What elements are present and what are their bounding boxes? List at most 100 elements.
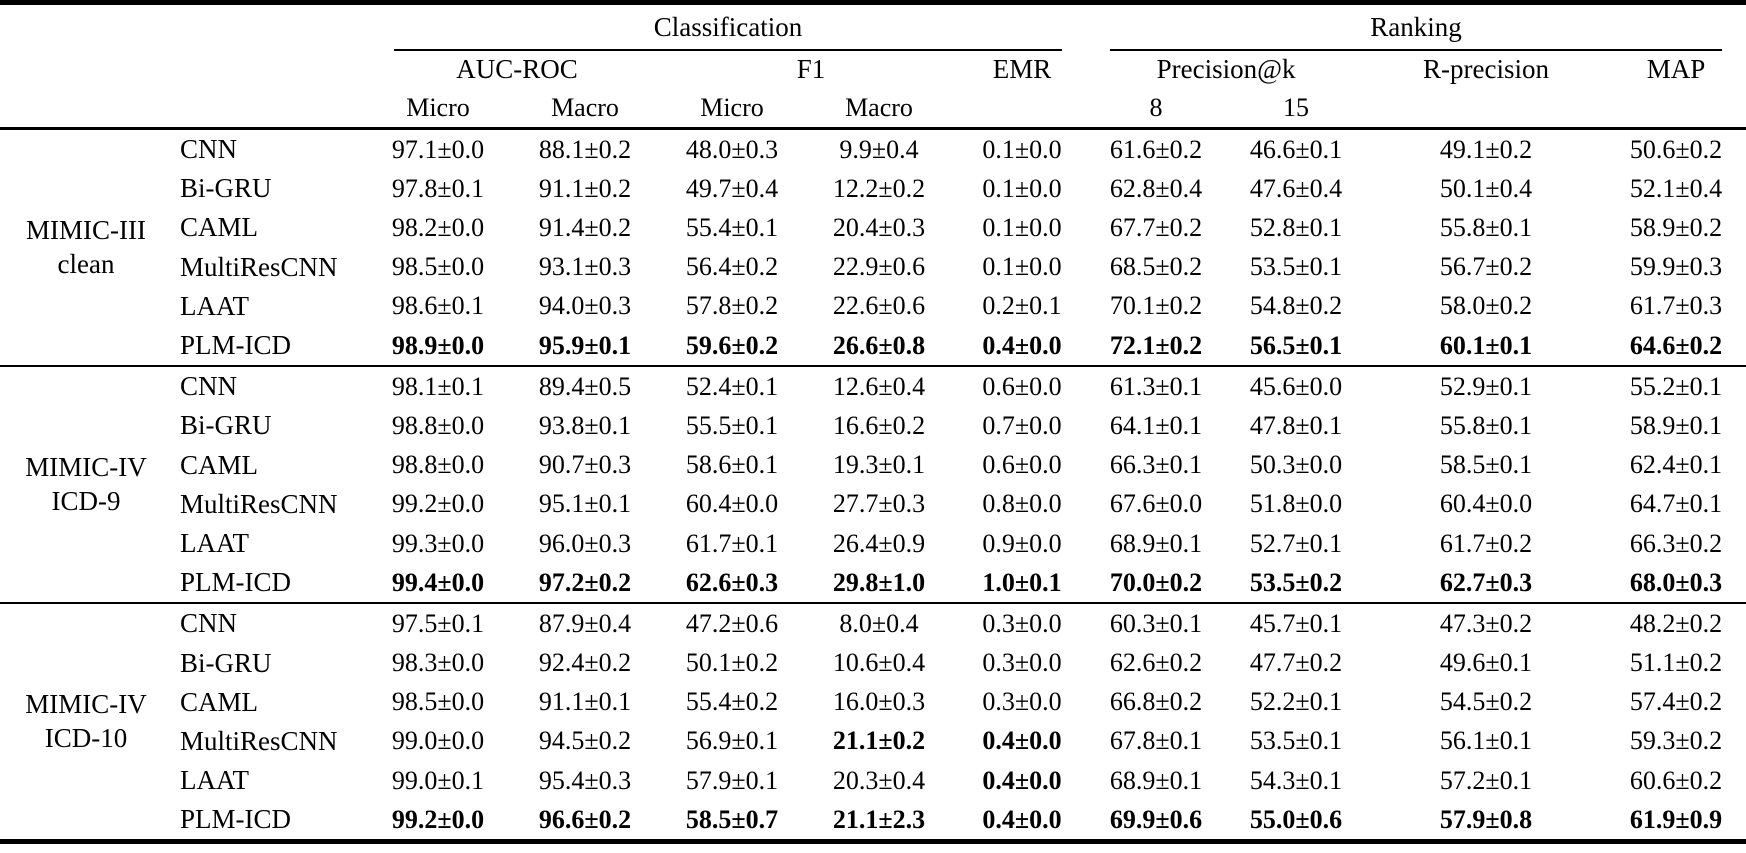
table-row: MultiResCNN 99.2±0.0 95.1±0.1 60.4±0.0 27.7±…: [0, 485, 1746, 524]
table-row: CAML 98.8±0.0 90.7±0.3 58.6±0.1 19.3±0.1 0.6±…: [0, 446, 1746, 485]
metric-value: 55.2±0.1: [1606, 365, 1746, 407]
model-name: CNN: [180, 134, 238, 165]
metric-value: 60.1±0.1: [1439, 330, 1533, 360]
table-row: MIMIC-IV ICD-10 CNN 97.5±0.1 87.9±0.4 47.2±0.…: [0, 602, 1746, 842]
metric-value: 50.1±0.4: [1439, 173, 1533, 203]
model-name: PLM-ICD: [180, 330, 292, 360]
metric-value: 61.6±0.2: [1109, 134, 1203, 164]
metric-value: 62.4±0.1: [1629, 450, 1723, 480]
metric-value: 26.6±0.8: [832, 330, 926, 360]
metric-value: 47.6±0.4: [1249, 173, 1343, 203]
metric-value: 22.6±0.6: [832, 291, 926, 321]
metric-value: 58.9±0.1: [1629, 410, 1723, 440]
table-row: LAAT 99.3±0.0 96.0±0.3 61.7±0.1 26.4±0.9 0.9±…: [0, 524, 1746, 563]
header-spacer: [0, 89, 370, 130]
metric-value: 49.6±0.1: [1439, 648, 1533, 678]
metric-value: 88.1±0.2: [538, 134, 632, 164]
metric-value: 0.4±0.0: [982, 726, 1062, 756]
metric-value: 98.2±0.0: [391, 213, 485, 243]
metric-value: 98.5±0.0: [391, 687, 485, 717]
metric-value: 51.1±0.2: [1629, 648, 1723, 678]
model-name: MultiResCNN: [180, 725, 338, 756]
metric-value: 56.7±0.2: [1439, 252, 1533, 282]
metric-value: 58.0±0.2: [1439, 291, 1533, 321]
metric-value: 58.9±0.2: [1629, 213, 1723, 243]
emr-header: EMR: [992, 54, 1052, 85]
metric-value: 29.8±1.0: [832, 567, 926, 597]
metric-value: 26.4±0.9: [832, 528, 926, 558]
metric-value: 67.7±0.2: [1109, 213, 1203, 243]
metric-value: 0.4±0.0: [982, 330, 1062, 360]
metric-value: 61.7±0.2: [1439, 528, 1533, 558]
auc-macro-subheader: Macro: [506, 89, 664, 130]
metric-value: 91.1±0.1: [538, 687, 632, 717]
header-spacer: [958, 89, 1087, 130]
metric-value: 60.6±0.2: [1629, 765, 1723, 795]
metric-value: 59.6±0.2: [685, 330, 779, 360]
metric-value: 93.1±0.3: [538, 252, 632, 282]
metric-value: 62.6±0.3: [685, 567, 779, 597]
metric-value: 51.8±0.0: [1249, 489, 1343, 519]
metric-value: 52.7±0.1: [1249, 528, 1343, 558]
metric-value: 54.3±0.1: [1249, 765, 1343, 795]
auc-roc-header: AUC-ROC: [456, 54, 578, 85]
metric-value: 62.8±0.4: [1109, 173, 1203, 203]
f1-macro-subheader: Macro: [800, 89, 958, 130]
metric-value: 95.1±0.1: [538, 489, 632, 519]
metric-value: 16.0±0.3: [832, 687, 926, 717]
table-header: Classification Ranking AUC-ROC F1 EMR Pr…: [0, 2, 1746, 130]
metric-value: 69.9±0.6: [1109, 804, 1203, 834]
metric-value: 59.3±0.2: [1629, 726, 1723, 756]
metric-value: 68.5±0.2: [1109, 252, 1203, 282]
metric-value: 47.3±0.2: [1366, 602, 1607, 644]
metric-value: 98.8±0.0: [391, 410, 485, 440]
metric-value: 49.7±0.4: [685, 173, 779, 203]
table-row: CAML 98.5±0.0 91.1±0.1 55.4±0.2 16.0±0.3 0.3±…: [0, 683, 1746, 722]
metric-value: 99.2±0.0: [391, 804, 485, 834]
metric-value: 66.8±0.2: [1109, 687, 1203, 717]
metric-value: 0.6±0.0: [982, 450, 1062, 480]
metric-value: 95.9±0.1: [538, 330, 632, 360]
metric-value: 61.3±0.1: [1086, 365, 1227, 407]
dataset-label: MIMIC-IV ICD-9: [0, 365, 172, 604]
metric-value: 21.1±2.3: [832, 804, 926, 834]
table-body: MIMIC-III clean CNN 97.1±0.0 88.1±0.2 48.0±0.…: [0, 129, 1746, 842]
metric-value: 0.1±0.0: [982, 252, 1062, 282]
header-metric-row: AUC-ROC F1 EMR Precision@k R-precision M…: [0, 51, 1746, 89]
metric-value: 62.6±0.2: [1109, 648, 1203, 678]
metric-value: 52.4±0.1: [664, 365, 800, 407]
header-spacer: [0, 3, 370, 52]
metric-value: 0.1±0.0: [982, 213, 1062, 243]
metric-value: 55.8±0.1: [1439, 213, 1533, 243]
header-spacer: [0, 51, 370, 89]
metric-value: 96.6±0.2: [538, 804, 632, 834]
metric-value: 87.9±0.4: [506, 602, 664, 644]
metric-value: 58.5±0.7: [685, 804, 779, 834]
precision-at-8-subheader: 8: [1086, 89, 1227, 130]
metric-value: 49.1±0.2: [1439, 134, 1533, 164]
model-name: PLM-ICD: [180, 804, 292, 835]
metric-value: 64.7±0.1: [1629, 489, 1723, 519]
metric-value: 57.2±0.1: [1439, 765, 1533, 795]
metric-value: 98.6±0.1: [391, 291, 485, 321]
metric-value: 60.3±0.1: [1086, 602, 1227, 644]
metric-value: 52.2±0.1: [1249, 687, 1343, 717]
metric-value: 89.4±0.5: [506, 365, 664, 407]
metric-value: 50.1±0.2: [685, 648, 779, 678]
metric-value: 64.1±0.1: [1109, 410, 1203, 440]
metric-value: 66.3±0.1: [1109, 450, 1203, 480]
metric-value: 57.8±0.2: [685, 291, 779, 321]
metric-value: 10.6±0.4: [832, 648, 926, 678]
metric-value: 62.7±0.3: [1439, 567, 1533, 597]
metric-value: 50.6±0.2: [1629, 134, 1723, 164]
metric-value: 53.5±0.2: [1249, 567, 1343, 597]
table-row: MultiResCNN 99.0±0.0 94.5±0.2 56.9±0.1 21.1±…: [0, 722, 1746, 761]
metric-value: 97.8±0.1: [391, 173, 485, 203]
model-name: Bi-GRU: [180, 410, 272, 441]
metric-value: 55.5±0.1: [685, 410, 779, 440]
auc-micro-subheader: Micro: [370, 89, 506, 130]
header-group-row: Classification Ranking: [0, 2, 1746, 52]
model-name: CNN: [172, 602, 370, 644]
metric-value: 61.9±0.9: [1629, 804, 1723, 834]
